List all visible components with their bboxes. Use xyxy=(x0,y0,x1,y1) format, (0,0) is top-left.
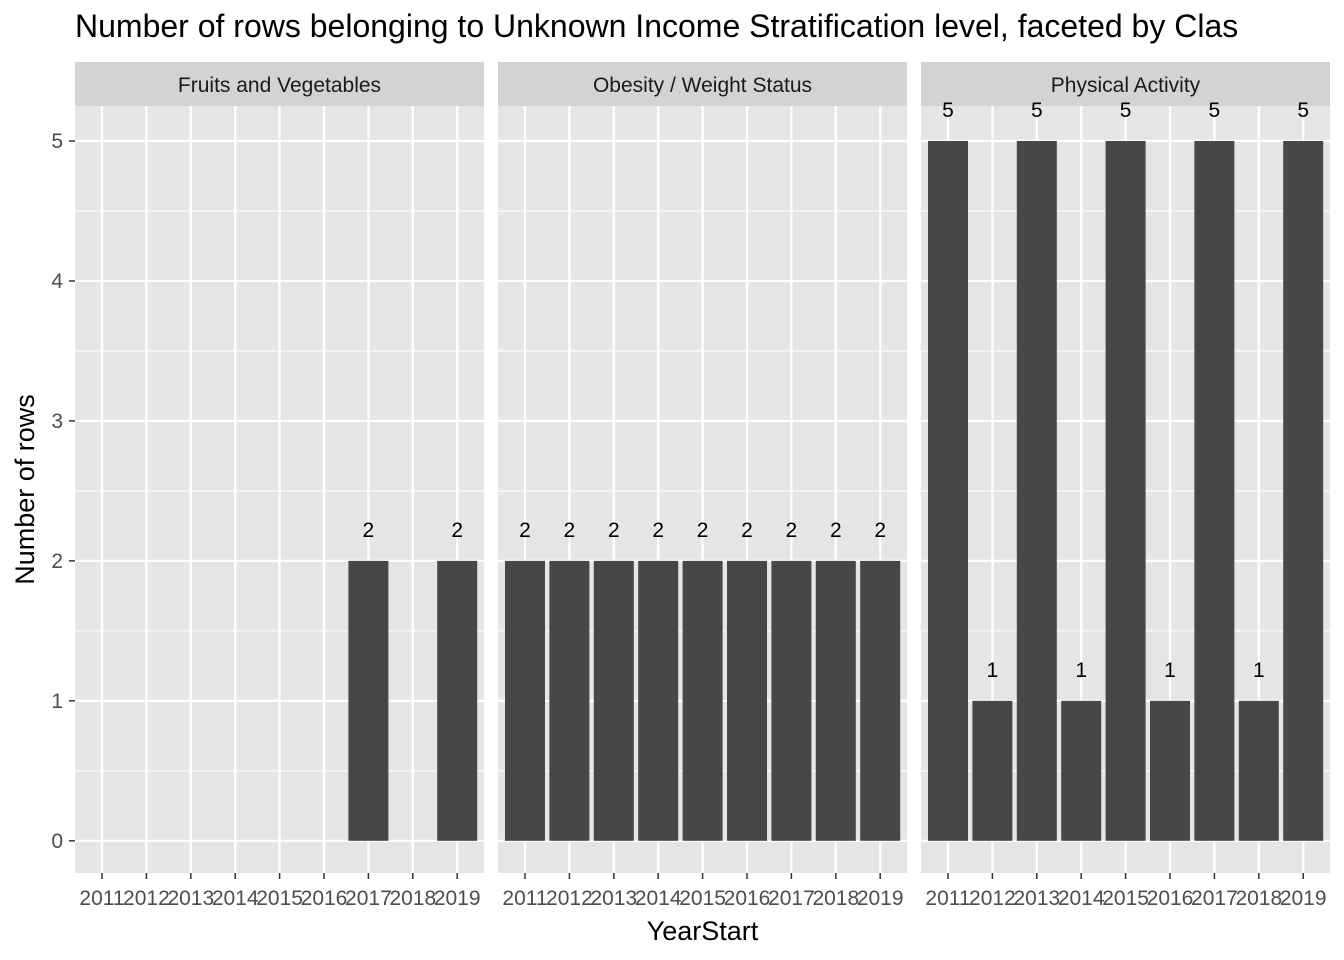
facet-strip xyxy=(498,62,907,106)
bar xyxy=(1194,140,1235,841)
x-tick-label: 2016 xyxy=(301,887,348,910)
bar-value-label: 1 xyxy=(1253,659,1265,682)
bar-value-label: 2 xyxy=(874,519,886,542)
x-tick-label: 2017 xyxy=(345,887,392,910)
y-axis-title: Number of rows xyxy=(10,394,40,585)
bar xyxy=(593,560,634,841)
bar-value-label: 2 xyxy=(830,519,842,542)
facet-label: Physical Activity xyxy=(1051,74,1201,97)
bar-value-label: 5 xyxy=(942,99,954,122)
bar-value-label: 2 xyxy=(363,519,375,542)
x-tick-label: 2017 xyxy=(768,887,815,910)
x-tick-label: 2012 xyxy=(123,887,170,910)
bar-value-label: 5 xyxy=(1031,99,1043,122)
bar xyxy=(1016,140,1057,841)
y-tick-label: 5 xyxy=(51,130,63,153)
bar xyxy=(1238,700,1279,841)
bar xyxy=(1283,140,1324,841)
x-tick-label: 2011 xyxy=(79,887,124,910)
x-tick-label: 2019 xyxy=(857,887,904,910)
x-tick-label: 2017 xyxy=(1191,887,1238,910)
x-tick-label: 2019 xyxy=(1280,887,1327,910)
facet-label: Fruits and Vegetables xyxy=(178,74,381,97)
x-tick-label: 2015 xyxy=(1102,887,1149,910)
y-tick-label: 3 xyxy=(51,410,63,433)
bar xyxy=(505,560,545,841)
bar-value-label: 5 xyxy=(1297,99,1309,122)
bar xyxy=(860,560,901,841)
x-tick-label: 2013 xyxy=(1013,887,1060,910)
bar-value-label: 2 xyxy=(519,519,531,542)
y-tick-label: 1 xyxy=(51,690,63,713)
x-tick-label: 2014 xyxy=(1058,887,1105,910)
x-tick-label: 2018 xyxy=(389,887,436,910)
bar xyxy=(348,560,389,841)
bar xyxy=(549,560,590,841)
bar xyxy=(1061,700,1102,841)
bar xyxy=(928,140,968,841)
x-tick-label: 2011 xyxy=(925,887,970,910)
x-tick-label: 2016 xyxy=(1147,887,1194,910)
chart-title: Number of rows belonging to Unknown Inco… xyxy=(75,8,1239,44)
x-tick-label: 2013 xyxy=(590,887,637,910)
bar xyxy=(437,560,478,841)
facet-strip xyxy=(75,62,484,106)
bar-value-label: 1 xyxy=(1075,659,1087,682)
bar-value-label: 2 xyxy=(741,519,753,542)
bar-value-label: 1 xyxy=(987,659,999,682)
y-tick-label: 0 xyxy=(51,830,63,853)
bar xyxy=(1150,700,1190,841)
bar-value-label: 2 xyxy=(786,519,798,542)
x-tick-label: 2015 xyxy=(679,887,726,910)
y-tick-label: 2 xyxy=(51,550,63,573)
x-tick-label: 2011 xyxy=(502,887,547,910)
bar xyxy=(638,560,679,841)
bar xyxy=(771,560,812,841)
x-tick-label: 2012 xyxy=(546,887,593,910)
facet-label: Obesity / Weight Status xyxy=(593,74,812,97)
bar-value-label: 2 xyxy=(652,519,664,542)
x-tick-label: 2018 xyxy=(812,887,859,910)
x-tick-label: 2013 xyxy=(167,887,214,910)
bar xyxy=(815,560,856,841)
bar xyxy=(1105,140,1146,841)
bar-value-label: 2 xyxy=(697,519,709,542)
x-tick-label: 2019 xyxy=(434,887,481,910)
x-tick-label: 2018 xyxy=(1235,887,1282,910)
bar xyxy=(972,700,1013,841)
x-tick-label: 2014 xyxy=(212,887,259,910)
x-tick-label: 2015 xyxy=(256,887,303,910)
y-tick-label: 4 xyxy=(51,270,63,293)
bar xyxy=(727,560,767,841)
bar-value-label: 2 xyxy=(564,519,576,542)
bar-value-label: 2 xyxy=(451,519,463,542)
bar-value-label: 2 xyxy=(608,519,620,542)
x-axis-title: YearStart xyxy=(647,916,759,946)
bar-value-label: 1 xyxy=(1164,659,1176,682)
x-tick-label: 2016 xyxy=(724,887,771,910)
facet-strip xyxy=(921,62,1330,106)
x-tick-label: 2012 xyxy=(969,887,1016,910)
bar-value-label: 5 xyxy=(1209,99,1221,122)
bar-value-label: 5 xyxy=(1120,99,1132,122)
bar xyxy=(682,560,723,841)
x-tick-label: 2014 xyxy=(635,887,682,910)
